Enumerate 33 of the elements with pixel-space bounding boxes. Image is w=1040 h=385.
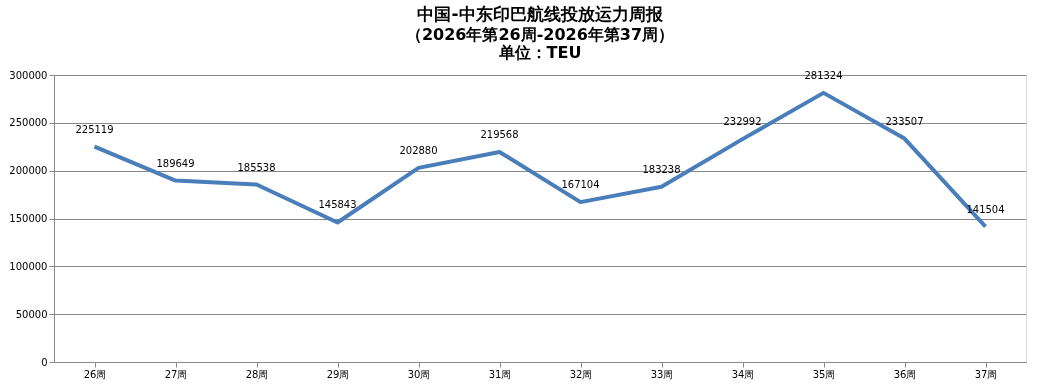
x-tick-label: 37周	[974, 368, 998, 380]
text: 单位：TEU	[497, 43, 582, 62]
y-tick-label: 300000	[9, 69, 48, 81]
y-tick-label: 50000	[15, 308, 48, 320]
y-tick-label: 0	[41, 356, 48, 368]
data-label: 281324	[804, 69, 843, 81]
data-label: 225119	[75, 123, 114, 135]
y-tick-label: 250000	[9, 117, 48, 129]
x-tick-label: 30周	[407, 368, 431, 380]
x-tick-label: 29周	[326, 368, 350, 380]
data-label: 233507	[885, 115, 924, 127]
data-label: 189649	[156, 157, 195, 169]
x-tick-label: 36周	[893, 368, 917, 380]
data-label: 232992	[723, 116, 762, 128]
x-tick-label: 33周	[650, 368, 674, 380]
data-label: 202880	[399, 144, 438, 156]
data-label: 185538	[237, 161, 276, 173]
y-tick-label: 150000	[9, 213, 48, 224]
y-tick-label: 200000	[9, 165, 48, 177]
data-label: 145843	[318, 199, 357, 211]
x-tick-label: 32周	[569, 368, 593, 380]
data-label: 183238	[642, 163, 681, 175]
x-tick-label: 31周	[488, 368, 512, 380]
data-label: 167104	[561, 179, 600, 191]
x-tick-label: 27周	[164, 368, 188, 380]
x-tick-label: 28周	[245, 368, 269, 380]
chart-subtitle: （2026年第26周-2026年第37周）	[405, 25, 675, 44]
x-tick-label: 34周	[731, 368, 755, 380]
y-tick-label: 100000	[9, 260, 48, 272]
chart-title: 中国-中东印巴航线投放运力周报	[417, 4, 664, 24]
x-tick-label: 26周	[83, 368, 107, 380]
data-label: 219568	[480, 128, 519, 140]
x-tick-label: 35周	[812, 368, 836, 380]
